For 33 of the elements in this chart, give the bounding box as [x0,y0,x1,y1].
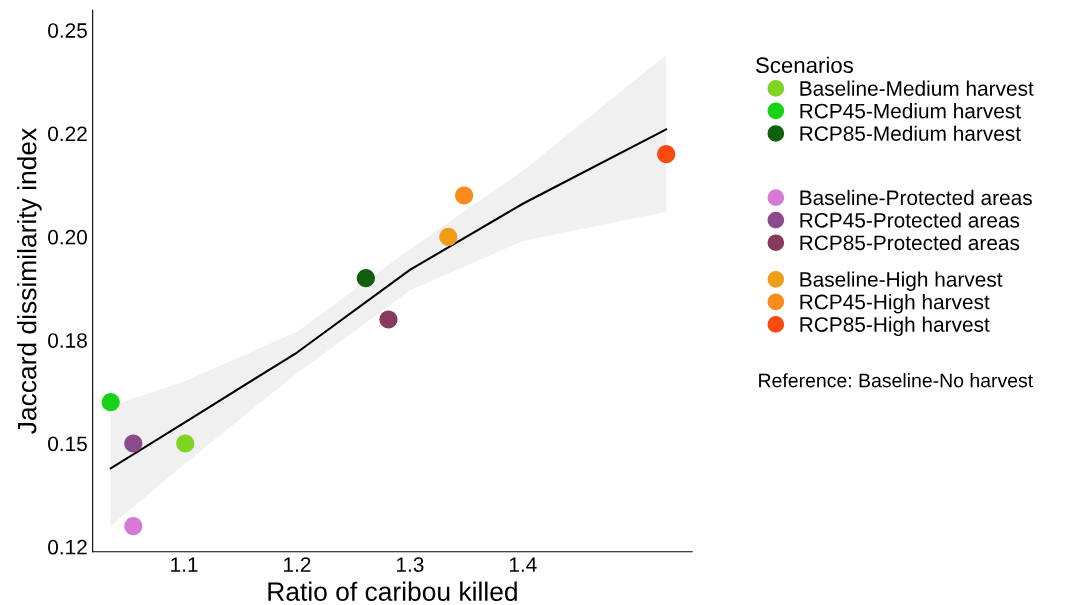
y-tick-label: 0.22 [48,126,87,142]
y-tick-label: 0.20 [48,229,87,245]
text: Reference: Baseline-No harvest [759,373,1034,388]
line-series [109,128,668,470]
legend-label: RCP45-Medium harvest [800,103,1021,119]
y-tick-label: 0.15 [48,436,87,452]
legend-label: RCP45-Protected areas [800,212,1020,228]
point [439,227,458,246]
legend-label: Baseline-High harvest [800,271,1003,291]
y-tick-label: 0.18 [48,333,87,348]
legend-label: RCP85-High harvest [800,316,990,337]
point [455,186,474,205]
point [657,145,676,164]
point [124,517,143,536]
point [176,434,195,453]
x-tick-label: 1.1 [171,557,198,572]
legend-label: Baseline-Protected areas [800,189,1032,206]
y-tick-label: 0.25 [48,23,87,38]
point [101,393,120,412]
legend-label: RCP45-High harvest [800,294,990,314]
y-tick-label: 0.12 [48,539,87,555]
legend-title: Scenarios [755,56,853,74]
point [356,269,375,288]
legend-label: RCP85-Protected areas [800,234,1020,251]
x-axis-title: Ratio of caribou killed [268,581,517,601]
x-tick-label: 1.3 [397,557,424,572]
x-tick-label: 1.2 [284,557,311,572]
point [124,434,143,453]
legend-label: RCP85-Medium harvest [800,125,1021,141]
x-tick-label: 1.4 [509,557,537,572]
legend-label: Baseline-Medium harvest [800,80,1034,96]
point [379,310,398,329]
y-axis-title: Jaccard dissimilarity index [17,128,42,434]
